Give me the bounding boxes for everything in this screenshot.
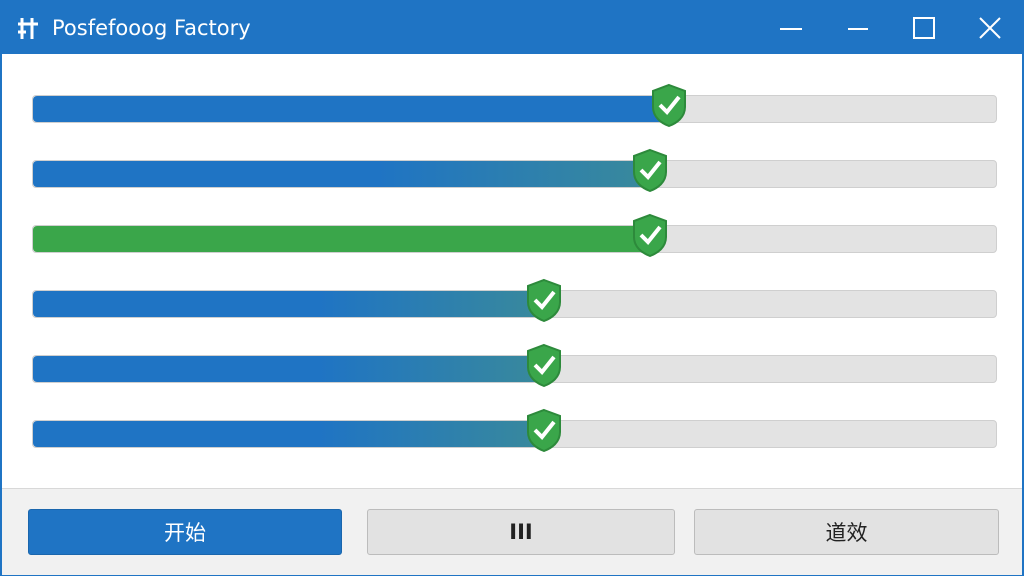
- window-controls: [780, 17, 1001, 39]
- progress-track: [32, 83, 997, 128]
- progress-track: [32, 213, 997, 258]
- title-bar: Posfefooog Factory: [2, 2, 1022, 54]
- progress-fill: [33, 161, 659, 187]
- maximize[interactable]: [913, 17, 935, 39]
- progress-track: [32, 408, 997, 453]
- check-icon: [631, 148, 669, 193]
- progress-fill: [33, 226, 659, 252]
- progress-fill: [33, 356, 554, 382]
- progress-track: [32, 278, 997, 323]
- check-icon: [525, 343, 563, 388]
- progress-fill: [33, 96, 679, 122]
- check-icon: [650, 83, 688, 128]
- progress-track: [32, 148, 997, 193]
- window-title: Posfefooog Factory: [52, 16, 251, 40]
- close[interactable]: [979, 17, 1001, 39]
- check-icon: [525, 278, 563, 323]
- button-bar: 开始 III 道效: [2, 488, 1022, 575]
- app-icon: [18, 18, 38, 39]
- start-button[interactable]: 开始: [28, 509, 342, 555]
- effect-button[interactable]: 道效: [694, 509, 999, 555]
- pause-button[interactable]: III: [367, 509, 675, 555]
- progress-fill: [33, 421, 554, 447]
- check-icon: [525, 408, 563, 453]
- check-icon: [631, 213, 669, 258]
- progress-track: [32, 343, 997, 388]
- progress-fill: [33, 291, 554, 317]
